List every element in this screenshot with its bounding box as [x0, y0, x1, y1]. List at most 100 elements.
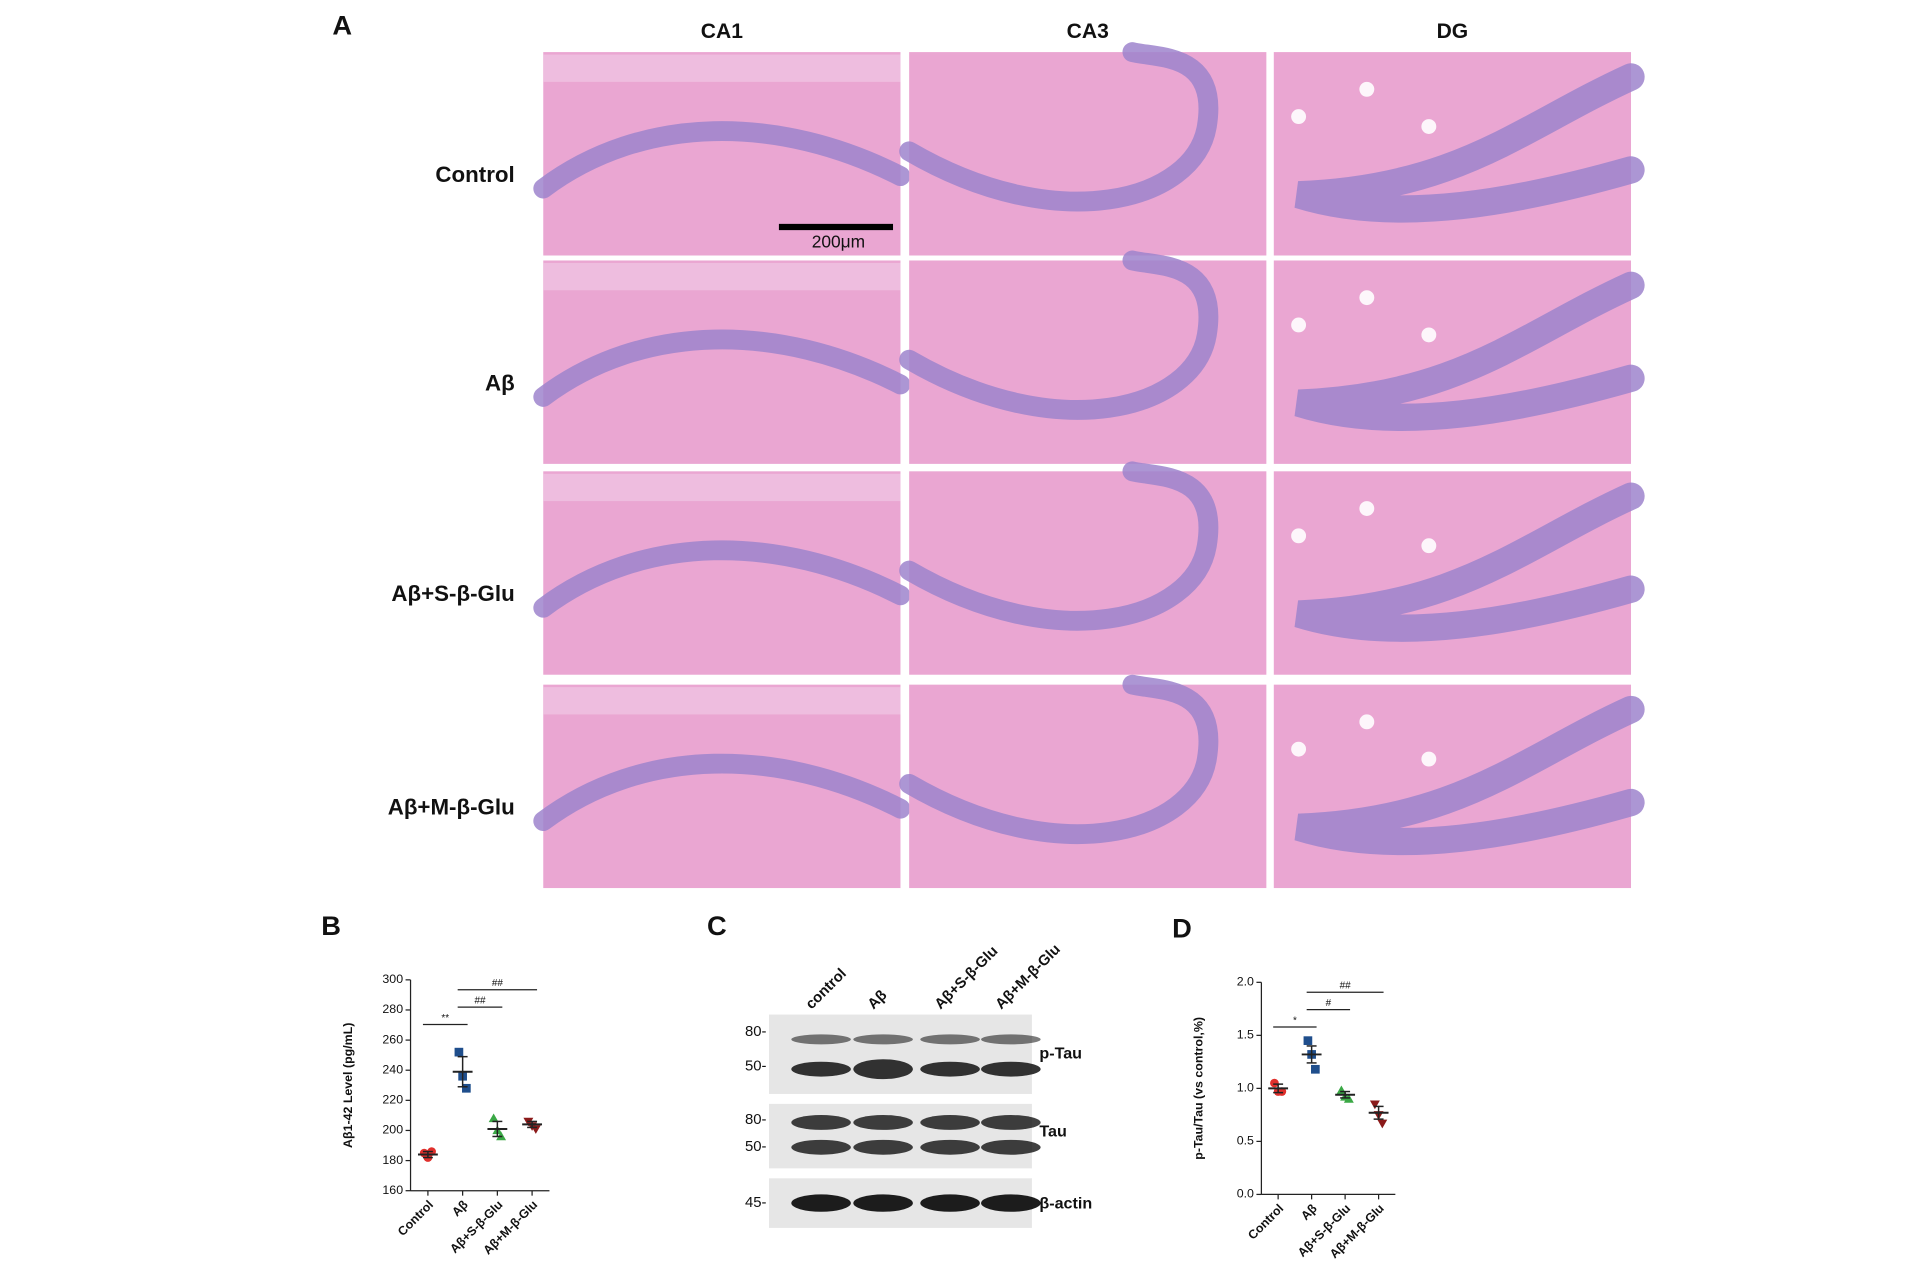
y-tick-label: 0.0 [1237, 1187, 1254, 1201]
vacuole [1421, 119, 1437, 134]
band-label: p-Tau [1039, 1045, 1082, 1063]
point [1277, 1087, 1287, 1096]
panel-label: B [321, 910, 341, 941]
y-tick-label: 220 [382, 1093, 403, 1107]
blot-band [981, 1139, 1041, 1155]
vacuole [1359, 501, 1375, 516]
blot-band [853, 1194, 913, 1212]
point [1369, 1100, 1380, 1110]
lane-label: control [803, 966, 850, 1013]
blot-band [981, 1061, 1041, 1077]
point [462, 1083, 471, 1093]
blot-band [853, 1139, 913, 1155]
x-tick-label: Control [1245, 1201, 1286, 1242]
blot-band [791, 1061, 851, 1077]
panel-label: D [1172, 912, 1192, 943]
y-tick-label: 280 [382, 1002, 403, 1016]
x-tick-label: Control [395, 1198, 436, 1239]
vacuole [1291, 741, 1307, 757]
significance-label: # [1326, 998, 1332, 1009]
cell-layer [1294, 271, 1645, 431]
y-tick-label: 1.5 [1237, 1028, 1254, 1042]
y-axis-label: p-Tau/Tau (vs control,%) [1192, 1017, 1206, 1160]
y-tick-label: 240 [382, 1062, 403, 1076]
y-axis-label: Aβ1-42 Level (pg/mL) [341, 1023, 355, 1148]
fiber-band [543, 473, 901, 502]
cell-layer [899, 42, 1219, 212]
y-tick-label: 260 [382, 1032, 403, 1046]
y-tick-label: 200 [382, 1123, 403, 1137]
column-label: CA1 [701, 20, 743, 43]
fiber-band [543, 262, 901, 291]
cell-layer [899, 674, 1219, 845]
cell-layer [899, 250, 1219, 420]
blot-band [981, 1034, 1041, 1045]
y-tick-label: 2.0 [1237, 975, 1254, 989]
marker-label: 80- [745, 1112, 767, 1128]
row-label: Control [435, 162, 514, 187]
vacuole [1359, 81, 1375, 97]
cell-layer [1294, 482, 1645, 642]
significance-label: ## [1340, 981, 1352, 992]
y-tick-label: 300 [382, 972, 403, 986]
marker-label: 80- [745, 1024, 767, 1040]
fiber-band [543, 687, 901, 715]
blot-strip [768, 1103, 1032, 1169]
point [1303, 1036, 1313, 1045]
vacuole [1421, 327, 1437, 343]
cell-layer [899, 461, 1219, 631]
significance-label: ** [441, 1013, 449, 1024]
y-tick-label: 160 [382, 1183, 403, 1197]
y-tick-label: 180 [382, 1153, 403, 1167]
blot-band [920, 1034, 980, 1045]
point [1270, 1078, 1279, 1088]
blot-band [920, 1061, 980, 1077]
cell-layer [533, 329, 911, 407]
point [1377, 1119, 1388, 1129]
marker-label: 50- [745, 1139, 767, 1155]
blot-band [791, 1115, 851, 1130]
cell-layer [533, 753, 911, 832]
point [488, 1113, 499, 1123]
cell-layer [1294, 63, 1645, 223]
marker-label: 50- [745, 1059, 767, 1075]
blot-band [981, 1115, 1041, 1130]
cell-layer [533, 121, 911, 199]
row-label: Aβ [485, 370, 515, 395]
point [454, 1047, 464, 1057]
fiber-band [543, 54, 901, 82]
marker-label: 45- [745, 1195, 767, 1211]
cell-layer [1294, 695, 1645, 856]
lane-label: Aβ+M-β-Glu [993, 942, 1064, 1013]
x-tick-label: Aβ [449, 1197, 471, 1219]
blot-band [791, 1194, 851, 1212]
blot-band [920, 1194, 980, 1212]
row-label: Aβ+M-β-Glu [388, 795, 515, 820]
vacuole [1359, 290, 1375, 306]
significance-label: * [1293, 1015, 1297, 1026]
lane-label: Aβ [865, 987, 890, 1012]
vacuole [1291, 317, 1307, 333]
blot-band [853, 1115, 913, 1130]
vacuole [1421, 538, 1437, 554]
significance-label: ## [474, 996, 486, 1007]
x-tick-label: Aβ [1298, 1201, 1320, 1223]
row-label: Aβ+S-β-Glu [391, 581, 514, 606]
band-label: Tau [1039, 1123, 1066, 1141]
blot-band [981, 1194, 1041, 1212]
cell-layer [533, 540, 911, 618]
blot-band [853, 1059, 913, 1080]
band-label: β-actin [1039, 1195, 1092, 1213]
blot-band [920, 1115, 980, 1130]
blot-band [791, 1139, 851, 1155]
y-tick-label: 1.0 [1237, 1081, 1254, 1095]
blot-band [791, 1034, 851, 1045]
scale-bar-label: 200μm [812, 232, 865, 252]
vacuole [1421, 751, 1437, 767]
point [1311, 1064, 1320, 1074]
column-label: CA3 [1067, 20, 1109, 43]
vacuole [1291, 528, 1307, 544]
panel-label: C [707, 910, 727, 941]
